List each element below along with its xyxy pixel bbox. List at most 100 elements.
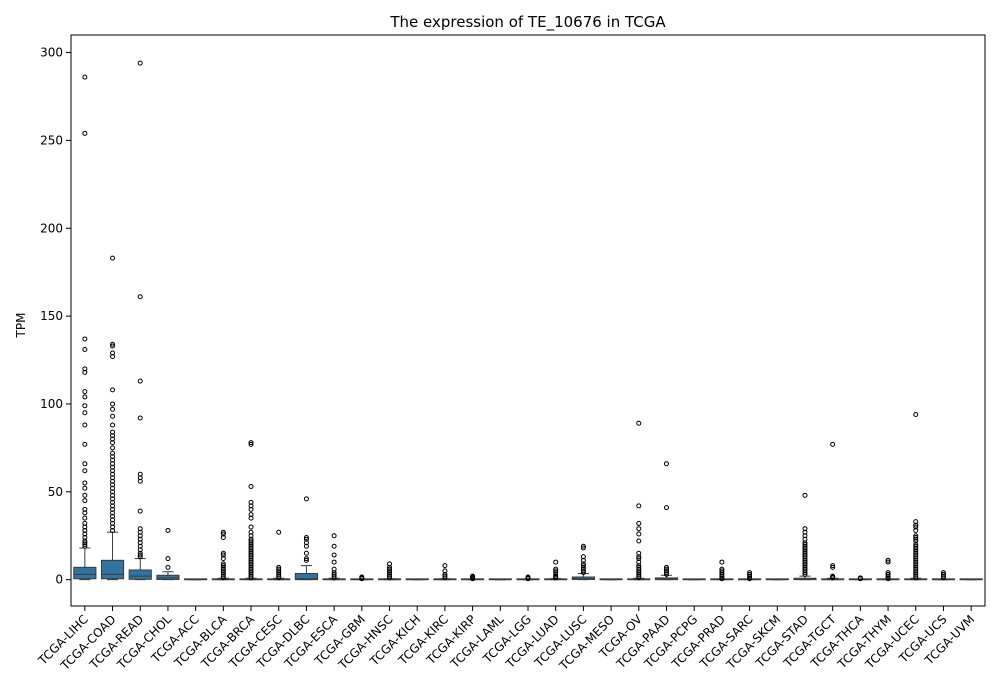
outlier-point: [636, 564, 642, 570]
y-tick-label: 200: [40, 221, 63, 235]
outlier-point: [442, 573, 448, 579]
outlier-point: [248, 484, 254, 490]
outlier-point: [442, 563, 448, 569]
box: [128, 569, 152, 580]
outlier-point: [580, 543, 586, 549]
outlier-point: [165, 556, 171, 562]
outlier-point: [110, 343, 116, 349]
outlier-point: [248, 512, 254, 518]
outlier-point: [636, 526, 642, 532]
outlier-point: [663, 564, 669, 570]
outlier-point: [220, 563, 226, 569]
outlier-point: [248, 529, 254, 535]
outlier-point: [82, 468, 88, 474]
outlier-point: [303, 496, 309, 502]
outlier-point: [82, 346, 88, 352]
outlier-point: [303, 536, 309, 542]
outlier-point: [137, 552, 143, 558]
outlier-point: [248, 440, 254, 446]
outlier-point: [303, 550, 309, 556]
outlier-point: [331, 571, 337, 577]
outlier-point: [885, 571, 891, 577]
outlier-point: [303, 534, 309, 540]
outlier-point: [636, 503, 642, 509]
y-tick-label: 100: [40, 397, 63, 411]
outlier-point: [82, 366, 88, 372]
outlier-point: [110, 350, 116, 356]
outlier-point: [636, 538, 642, 544]
outlier-point: [303, 557, 309, 563]
outlier-point: [110, 401, 116, 407]
outlier-point: [331, 552, 337, 558]
outlier-point: [137, 60, 143, 66]
y-tick-label: 300: [40, 46, 63, 60]
outlier-point: [636, 420, 642, 426]
outlier-point: [719, 566, 725, 572]
outlier-point: [885, 559, 891, 565]
outlier-point: [636, 556, 642, 562]
outlier-point: [663, 505, 669, 511]
outlier-point: [165, 527, 171, 533]
outlier-point: [940, 570, 946, 576]
outlier-point: [359, 574, 365, 580]
outlier-point: [82, 74, 88, 80]
outlier-point: [110, 255, 116, 261]
y-axis-label: TPM: [14, 313, 28, 339]
outlier-point: [110, 450, 116, 456]
outlier-point: [137, 508, 143, 514]
outlier-point: [82, 480, 88, 486]
outlier-point: [82, 403, 88, 409]
outlier-point: [303, 556, 309, 562]
outlier-point: [82, 492, 88, 498]
outlier-point: [636, 550, 642, 556]
outlier-point: [719, 568, 725, 574]
outlier-point: [331, 559, 337, 565]
outlier-point: [580, 554, 586, 560]
outlier-point: [110, 387, 116, 393]
outlier-point: [276, 566, 282, 572]
outlier-point: [885, 570, 891, 576]
outlier-point: [220, 552, 226, 558]
outlier-point: [913, 524, 919, 530]
chart-title: The expression of TE_10676 in TCGA: [389, 13, 666, 32]
outlier-point: [248, 499, 254, 505]
outlier-point: [830, 564, 836, 570]
outlier-point: [137, 378, 143, 384]
outlier-point: [553, 559, 559, 565]
outlier-point: [387, 561, 393, 567]
outlier-point: [220, 550, 226, 556]
outlier-point: [248, 524, 254, 530]
box: [73, 566, 97, 580]
outlier-point: [913, 534, 919, 540]
outlier-point: [663, 461, 669, 467]
outlier-point: [110, 429, 116, 435]
outlier-point: [276, 564, 282, 570]
outlier-point: [747, 571, 753, 577]
outlier-point: [82, 461, 88, 467]
plot-area: 050100150200250300TCGA-LIHCTCGA-COADTCGA…: [35, 46, 983, 673]
outlier-point: [137, 471, 143, 477]
outlier-point: [636, 520, 642, 526]
outlier-point: [913, 533, 919, 539]
outlier-point: [137, 415, 143, 421]
outlier-point: [82, 441, 88, 447]
outlier-point: [82, 394, 88, 400]
outlier-point: [220, 529, 226, 535]
outlier-point: [82, 130, 88, 136]
outlier-point: [82, 506, 88, 512]
outlier-point: [110, 406, 116, 412]
box: [156, 574, 180, 580]
y-tick-label: 0: [55, 573, 63, 587]
outlier-point: [636, 531, 642, 537]
outlier-point: [82, 520, 88, 526]
outlier-point: [82, 336, 88, 342]
outlier-point: [331, 566, 337, 572]
outlier-point: [331, 543, 337, 549]
outlier-point: [82, 389, 88, 395]
outlier-point: [830, 563, 836, 569]
outlier-point: [220, 531, 226, 537]
outlier-point: [387, 566, 393, 572]
outlier-point: [913, 411, 919, 417]
outlier-point: [137, 294, 143, 300]
